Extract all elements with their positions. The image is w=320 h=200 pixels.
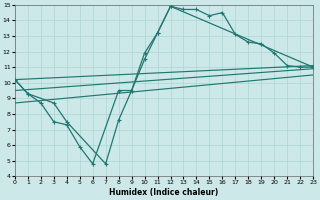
X-axis label: Humidex (Indice chaleur): Humidex (Indice chaleur) <box>109 188 219 197</box>
